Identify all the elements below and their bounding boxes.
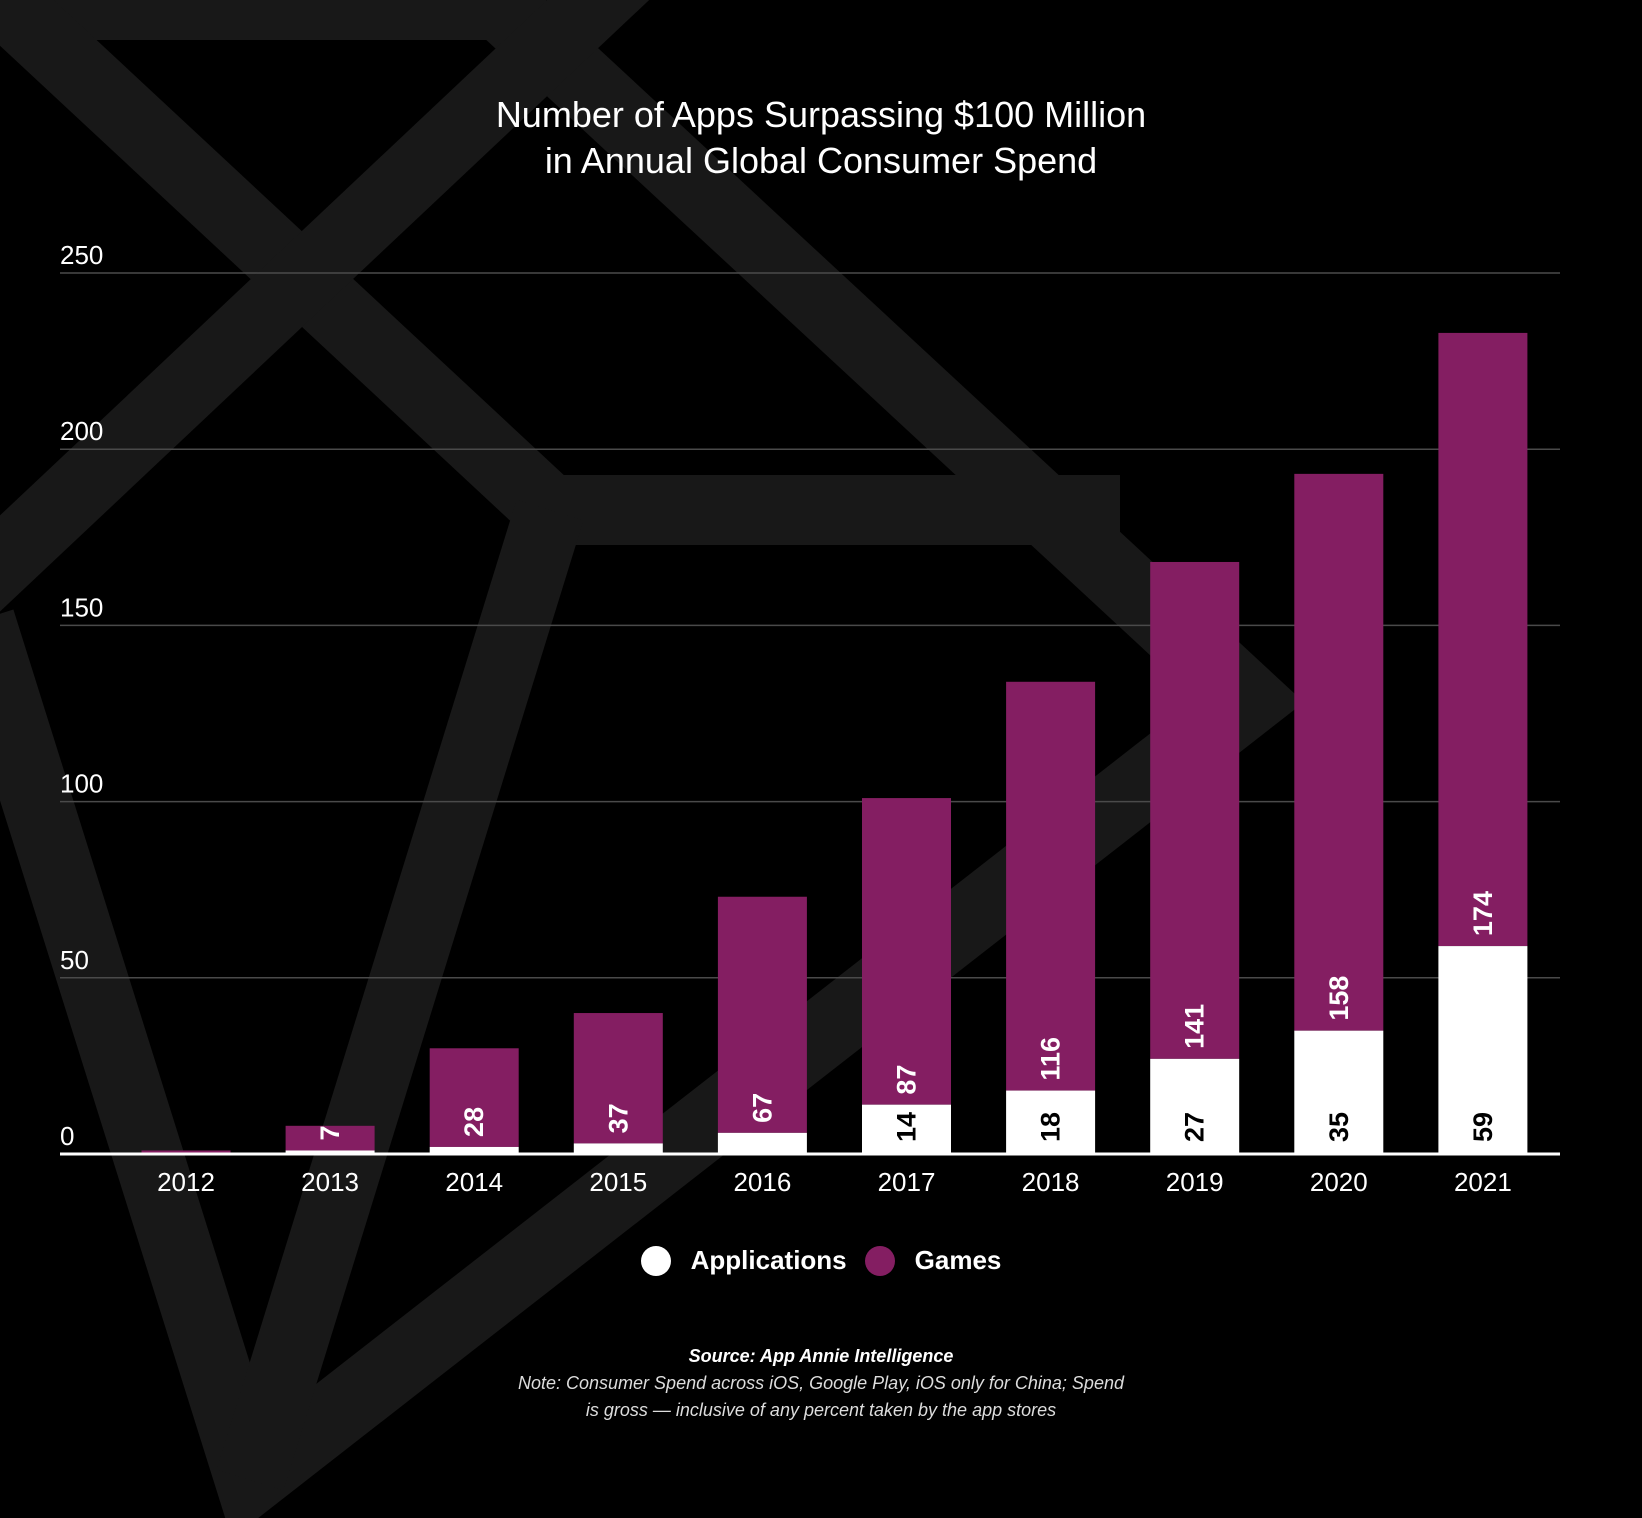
y-tick-label: 50: [60, 945, 89, 975]
x-tick-label: 2020: [1310, 1167, 1368, 1197]
y-tick-label: 150: [60, 592, 103, 622]
data-label-applications: 59: [1468, 1112, 1498, 1142]
data-label-games: 7: [315, 1125, 345, 1140]
y-tick-label: 200: [60, 416, 103, 446]
bar-applications: [429, 1146, 519, 1154]
data-label-games: 87: [892, 1065, 922, 1095]
x-tick-label: 2014: [445, 1167, 503, 1197]
bar-games: [1150, 561, 1240, 1059]
note-line-2: is gross — inclusive of any percent take…: [585, 1400, 1057, 1420]
bar-games: [1438, 332, 1528, 947]
applications-swatch-icon: [640, 1245, 671, 1276]
legend-item-applications: Applications: [640, 1245, 847, 1276]
bar-games: [285, 1125, 375, 1151]
data-label-applications: 35: [1324, 1112, 1354, 1142]
bar-games: [573, 1013, 663, 1144]
data-label-applications: 14: [892, 1112, 922, 1142]
bar-applications: [285, 1150, 375, 1154]
bar-applications: [717, 1132, 807, 1154]
y-tick-label: 0: [60, 1121, 74, 1151]
note-line-1: Note: Consumer Spend across iOS, Google …: [518, 1373, 1124, 1393]
bar-applications: [1006, 1090, 1096, 1154]
bar-applications: [573, 1143, 663, 1154]
legend-label-applications: Applications: [690, 1245, 847, 1275]
data-label-games: 28: [459, 1107, 489, 1137]
x-tick-label: 2018: [1022, 1167, 1080, 1197]
chart-footer: Source: App Annie Intelligence Note: Con…: [0, 1343, 1642, 1424]
x-tick-label: 2019: [1166, 1167, 1224, 1197]
data-label-games: 37: [603, 1103, 633, 1133]
bar-applications: [1294, 1030, 1384, 1154]
bar-applications: [862, 1104, 951, 1154]
bar-games: [862, 798, 951, 1105]
data-label-games: 174: [1468, 891, 1498, 936]
x-tick-label: 2015: [589, 1167, 647, 1197]
bar-games: [717, 896, 807, 1133]
legend-item-games: Games: [864, 1245, 1002, 1276]
bar-applications: [1150, 1058, 1240, 1154]
data-label-applications: 27: [1180, 1112, 1210, 1142]
games-swatch-icon: [864, 1245, 895, 1276]
x-tick-label: 2012: [157, 1167, 215, 1197]
source-text: Source: App Annie Intelligence: [688, 1346, 954, 1366]
bar-games: [1294, 473, 1384, 1031]
bar-games: [141, 1150, 231, 1154]
data-label-games: 116: [1036, 1037, 1066, 1081]
x-tick-label: 2013: [301, 1167, 359, 1197]
x-tick-label: 2016: [733, 1167, 791, 1197]
chart-subtitle: in Annual Global Consumer Spend: [544, 140, 1098, 181]
data-label-games: 141: [1180, 1004, 1210, 1049]
data-label-games: 67: [747, 1093, 777, 1123]
y-tick-label: 100: [60, 769, 103, 799]
bar-games: [429, 1048, 519, 1147]
data-label-applications: 18: [1036, 1112, 1066, 1142]
bar-applications: [1438, 946, 1528, 1154]
legend: Applications Games: [0, 1245, 1642, 1276]
data-label-games: 158: [1324, 976, 1354, 1021]
chart-title-block: Number of Apps Surpassing $100 Million i…: [0, 92, 1642, 184]
legend-label-games: Games: [914, 1245, 1002, 1275]
y-tick-label: 250: [60, 240, 103, 270]
x-tick-label: 2017: [878, 1167, 936, 1197]
chart-title: Number of Apps Surpassing $100 Million: [495, 94, 1147, 135]
bar-games: [1006, 681, 1096, 1091]
x-tick-label: 2021: [1454, 1167, 1512, 1197]
